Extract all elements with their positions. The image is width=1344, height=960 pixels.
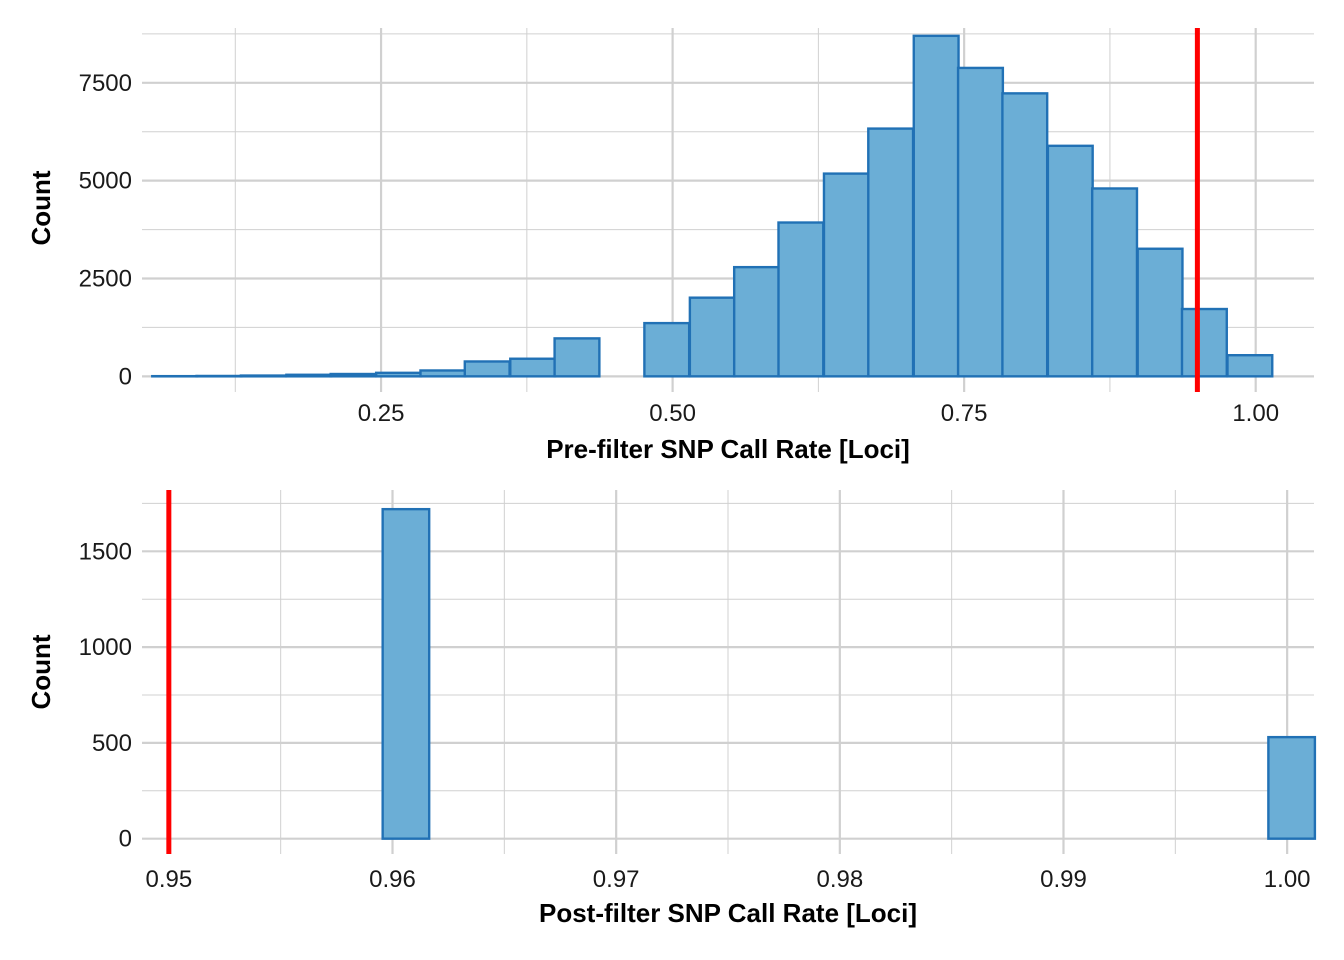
prefilter-y-tick-label: 7500 <box>79 70 132 97</box>
postfilter-x-tick-label: 0.98 <box>816 866 863 893</box>
prefilter-histogram-bar <box>1046 144 1094 378</box>
postfilter-x-tick-label: 0.95 <box>145 866 192 893</box>
postfilter-x-tick-label: 1.00 <box>1264 866 1311 893</box>
prefilter-histogram-bar <box>509 357 557 378</box>
prefilter-x-tick-label: 0.25 <box>358 400 405 427</box>
postfilter-y-tick-label: 1000 <box>79 634 132 661</box>
prefilter-histogram-bar <box>553 337 601 378</box>
postfilter-y-tick-label: 1500 <box>79 538 132 565</box>
prefilter-tick-labels: 0.25 0.50 0.75 1.00 0 2500 5000 7500 <box>79 70 1279 427</box>
postfilter-y-tick-label: 500 <box>92 730 132 757</box>
postfilter-x-axis-title: Post-filter SNP Call Rate [Loci] <box>539 898 917 928</box>
prefilter-histogram-bar <box>1001 92 1049 378</box>
prefilter-histogram-bar <box>867 127 915 378</box>
prefilter-histogram-bar <box>643 321 691 378</box>
prefilter-histogram-bar <box>1180 307 1228 378</box>
postfilter-x-tick-label: 0.96 <box>369 866 416 893</box>
prefilter-x-tick-label: 1.00 <box>1232 400 1279 427</box>
postfilter-x-tick-label: 0.97 <box>593 866 640 893</box>
prefilter-histogram-bar <box>1226 354 1274 378</box>
prefilter-histogram-bar <box>1090 187 1139 378</box>
prefilter-x-tick-label: 0.50 <box>649 400 696 427</box>
postfilter-grid <box>142 490 1314 854</box>
prefilter-histogram-bar <box>912 34 960 378</box>
prefilter-y-axis-title: Count <box>26 170 56 245</box>
prefilter-histogram-bar <box>1136 247 1184 378</box>
prefilter-histogram-bar <box>239 374 287 378</box>
postfilter-histogram-panel: 0.95 0.96 0.97 0.98 0.99 1.00 0 500 1000 1500 Pos… <box>26 490 1317 928</box>
prefilter-y-tick-label: 5000 <box>79 168 132 195</box>
prefilter-histogram-bar <box>463 360 511 378</box>
postfilter-y-axis-title: Count <box>26 634 56 709</box>
postfilter-tick-labels: 0.95 0.96 0.97 0.98 0.99 1.00 0 500 1000 1500 <box>79 538 1311 893</box>
prefilter-histogram-bar <box>419 369 467 378</box>
prefilter-histogram-bar <box>732 265 781 378</box>
prefilter-histogram-bar <box>285 373 333 378</box>
postfilter-histogram-bar <box>381 507 431 840</box>
prefilter-histogram-bar <box>329 372 377 378</box>
prefilter-y-tick-label: 2500 <box>79 265 132 292</box>
postfilter-bars <box>381 507 1317 840</box>
postfilter-y-tick-label: 0 <box>119 826 132 853</box>
prefilter-x-tick-label: 0.75 <box>941 400 988 427</box>
prefilter-y-tick-label: 0 <box>119 363 132 390</box>
prefilter-x-axis-title: Pre-filter SNP Call Rate [Loci] <box>546 434 910 464</box>
prefilter-histogram-panel: 0.25 0.50 0.75 1.00 0 2500 5000 7500 Pre-filter… <box>26 28 1314 464</box>
prefilter-histogram-bar <box>688 296 736 378</box>
prefilter-bars <box>151 34 1274 378</box>
prefilter-histogram-bar <box>374 371 423 378</box>
prefilter-histogram-bar <box>777 221 825 378</box>
prefilter-histogram-bar <box>956 66 1005 378</box>
postfilter-x-tick-label: 0.99 <box>1040 866 1087 893</box>
postfilter-histogram-bar <box>1267 735 1317 840</box>
prefilter-histogram-bar <box>822 172 870 378</box>
